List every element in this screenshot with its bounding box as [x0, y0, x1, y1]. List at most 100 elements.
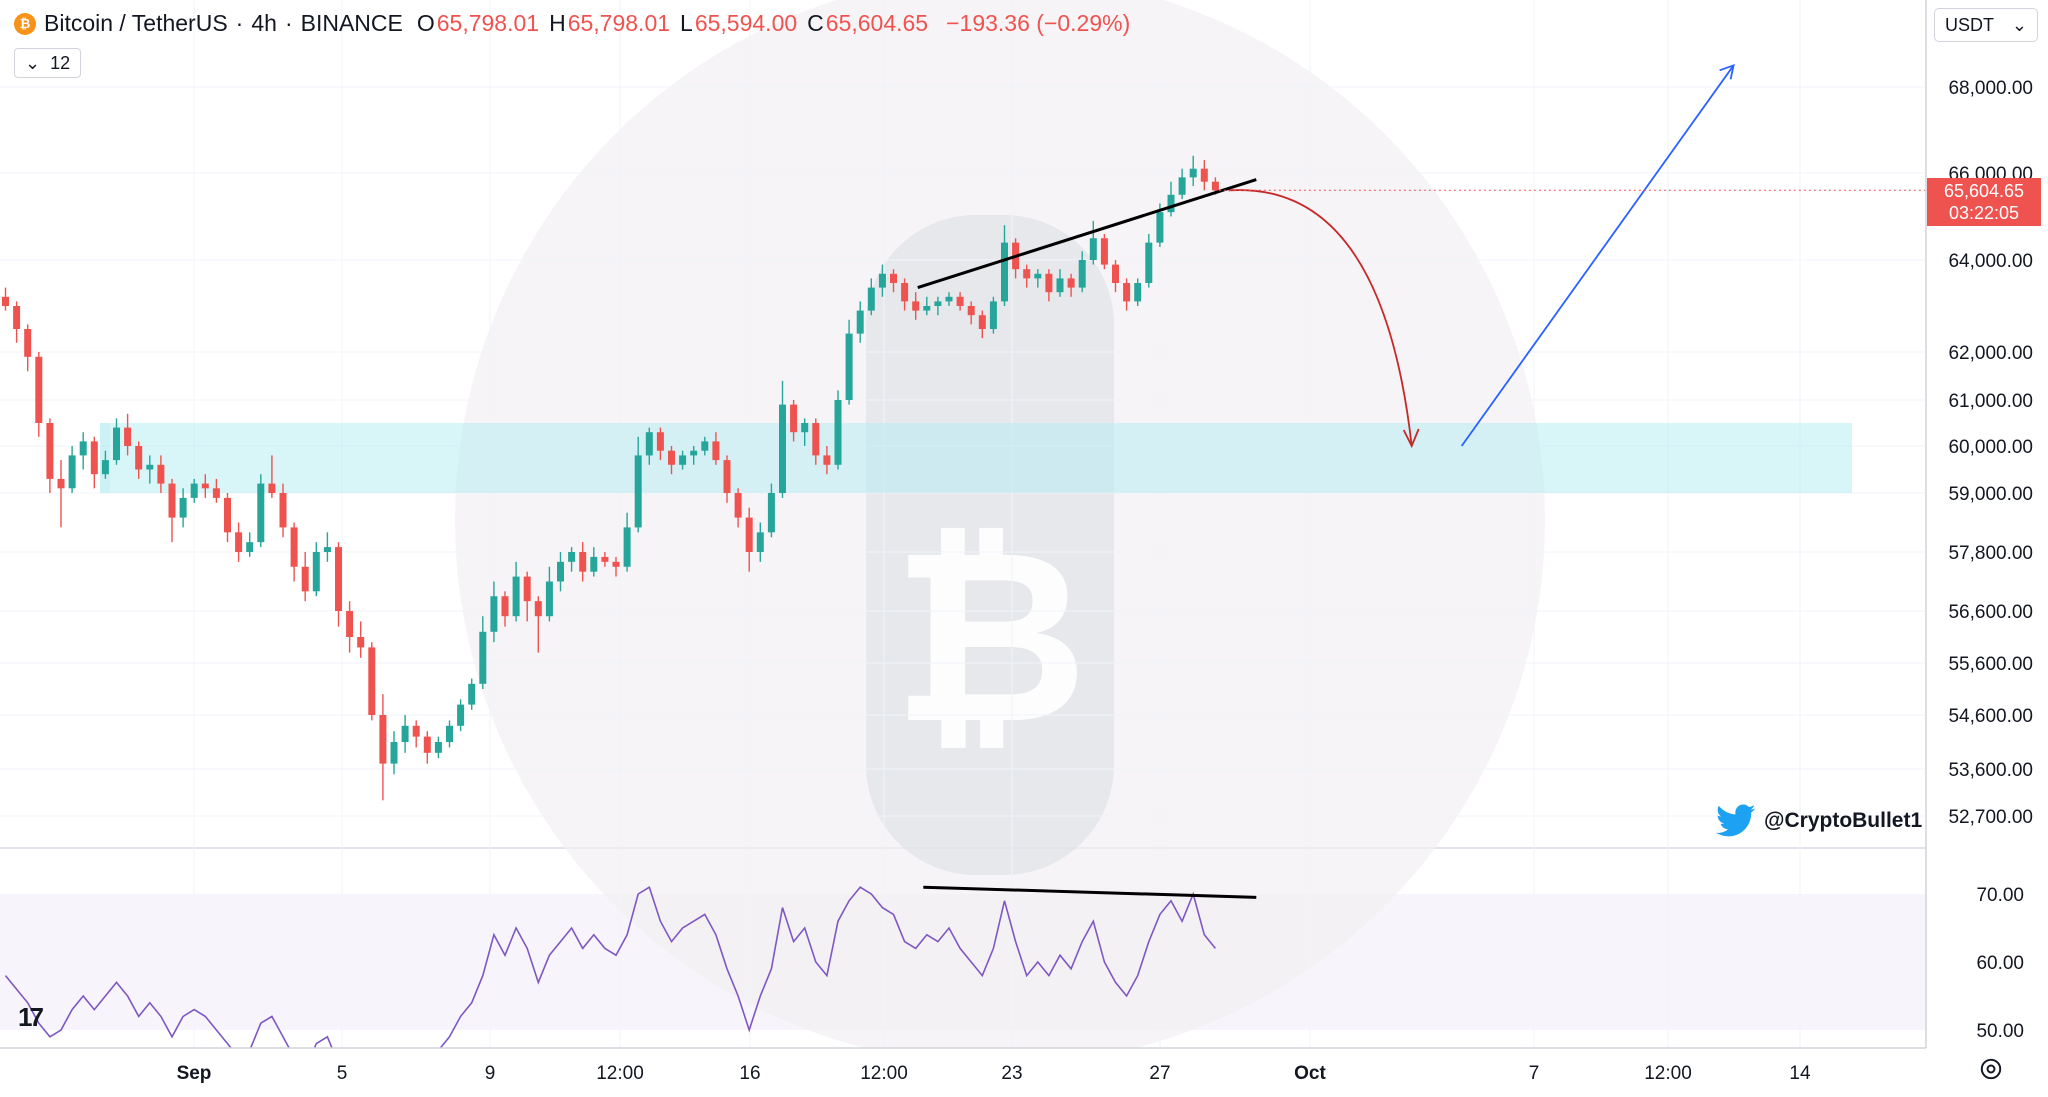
author-watermark: @CryptoBullet1 [1716, 804, 1922, 838]
tradingview-logo[interactable]: 17 [18, 1002, 44, 1032]
candle-body [1078, 260, 1086, 288]
candle-body [35, 356, 43, 423]
candle-body [801, 423, 809, 433]
candle-body [1211, 181, 1219, 191]
candle-body [1200, 168, 1208, 182]
candle-body [934, 301, 942, 306]
settings-icon[interactable] [1978, 1056, 2004, 1082]
candle-body [867, 287, 875, 311]
candle-body [545, 581, 553, 617]
candle-body [512, 576, 520, 617]
candle-body [1045, 273, 1053, 293]
candle-body [579, 552, 587, 572]
candle-body [1134, 283, 1142, 302]
drawings[interactable] [917, 63, 1926, 899]
rsi-tick-label: 70.00 [1976, 885, 2024, 906]
candle-body [701, 441, 709, 451]
candle-body [290, 527, 298, 567]
candle-body [1023, 269, 1031, 279]
candle-body [634, 455, 642, 528]
demand-zone [100, 423, 1852, 493]
candle-body [612, 561, 620, 567]
candle-body [201, 483, 209, 489]
candle-body [1189, 168, 1197, 178]
candle-body [1001, 242, 1008, 302]
candle-body [468, 683, 476, 705]
arrowhead [1402, 428, 1420, 449]
author-handle: @CryptoBullet1 [1764, 809, 1923, 832]
symbol-header[interactable]: ₿ Bitcoin / TetherUS · 4h · BINANCE O65,… [14, 10, 1130, 37]
price-tick-label: 55,600.00 [1948, 654, 2033, 675]
candle-body [723, 460, 731, 493]
time-tick-label: 7 [1529, 1063, 1540, 1084]
symbol-name[interactable]: Bitcoin / TetherUS [44, 10, 228, 36]
candle-body [845, 333, 853, 400]
candle-body [379, 715, 387, 764]
price-resistance-trendline [917, 178, 1257, 290]
chevron-down-icon: ⌄ [25, 52, 41, 73]
candle-body [989, 301, 997, 329]
candle-body [479, 631, 487, 684]
candle-body [734, 493, 742, 518]
candle-body [978, 315, 986, 329]
candle-body [113, 427, 120, 461]
price-tick-label: 52,700.00 [1948, 807, 2033, 828]
candle-body [446, 725, 453, 742]
time-tick-label: 23 [1001, 1063, 1022, 1084]
rsi-line [4, 885, 1217, 1048]
candle-body [712, 441, 720, 461]
candle-body [534, 601, 542, 617]
time-axis [0, 1048, 2048, 1097]
candle-body [679, 455, 687, 465]
time-tick-label: 16 [739, 1063, 760, 1084]
svg-text:₿: ₿ [892, 497, 1088, 777]
candle-body [1089, 238, 1097, 260]
candle-body [13, 306, 21, 329]
candle-body [179, 497, 187, 518]
indicators-toggle[interactable]: ⌄ 12 [14, 48, 82, 78]
price-tick-label: 64,000.00 [1948, 251, 2033, 272]
high-value: 65,798.01 [567, 10, 671, 36]
candle-body [1067, 278, 1075, 288]
candle-body [568, 552, 576, 562]
candle-body [912, 301, 920, 311]
candle-body [557, 561, 564, 582]
candlestick-series [2, 155, 1219, 801]
time-tick-label: 5 [337, 1063, 348, 1084]
close-value: 65,604.65 [825, 10, 929, 36]
candle-body [1167, 194, 1175, 213]
candle-body [57, 478, 65, 489]
open-value: 65,798.01 [436, 10, 540, 36]
candle-body [1112, 264, 1119, 283]
candle-body [601, 556, 609, 562]
candle-body [135, 446, 143, 470]
candle-body [923, 306, 931, 311]
candle-body [790, 404, 798, 433]
candle-body [745, 517, 753, 552]
bitcoin-icon: ₿ [14, 12, 36, 35]
candle-body [1145, 242, 1153, 283]
candle-body [257, 483, 265, 543]
candle-body [346, 611, 354, 637]
currency-selector[interactable]: USDT ⌄ [1934, 8, 2038, 42]
candle-body [690, 450, 698, 456]
candle-body [457, 704, 465, 726]
rally-projection-arrow [1460, 64, 1735, 447]
candle-body [368, 647, 376, 715]
candle-body [756, 532, 764, 552]
currency-value: USDT [1945, 14, 1994, 35]
rsi-tick-label: 50.00 [1976, 1021, 2024, 1042]
candle-body [590, 556, 598, 572]
candle-body [101, 460, 109, 475]
price-tick-label: 59,000.00 [1948, 484, 2033, 505]
candle-body [323, 547, 331, 552]
interval[interactable]: 4h [251, 10, 277, 36]
time-tick-label: 9 [485, 1063, 496, 1084]
candle-body [68, 455, 76, 489]
candle-body [90, 441, 98, 475]
price-tick-label: 53,600.00 [1948, 760, 2033, 781]
time-tick-label: 12:00 [596, 1063, 644, 1084]
candle-body [401, 725, 409, 742]
drop-projection-arrow [1228, 189, 1413, 447]
